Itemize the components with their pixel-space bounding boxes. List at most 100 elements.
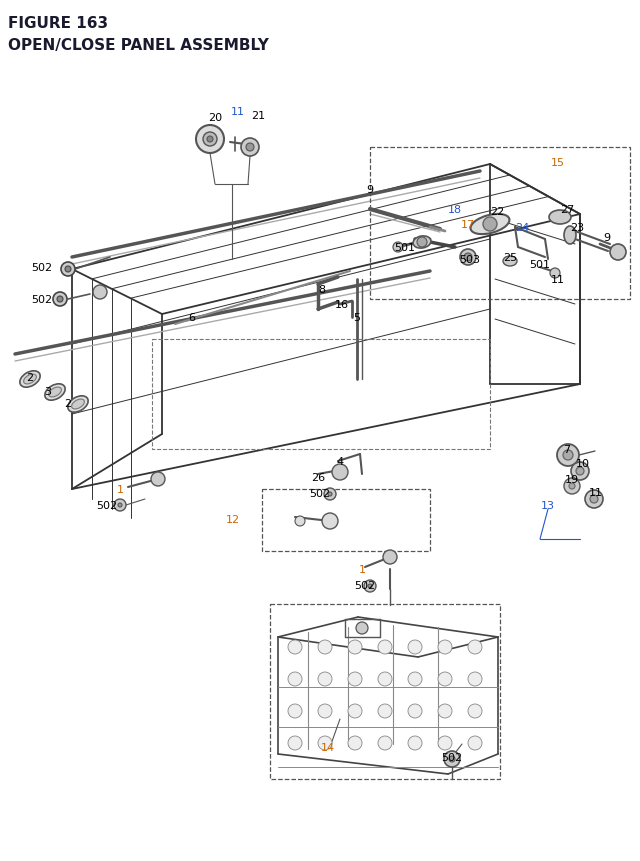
Circle shape — [61, 263, 75, 276]
Circle shape — [563, 450, 573, 461]
Text: 5: 5 — [353, 313, 360, 323]
Circle shape — [483, 218, 497, 232]
Circle shape — [460, 250, 476, 266]
Circle shape — [585, 491, 603, 508]
Text: 10: 10 — [576, 458, 590, 468]
Text: OPEN/CLOSE PANEL ASSEMBLY: OPEN/CLOSE PANEL ASSEMBLY — [8, 38, 269, 53]
Circle shape — [393, 243, 403, 253]
Circle shape — [378, 736, 392, 750]
Circle shape — [151, 473, 165, 486]
Circle shape — [203, 133, 217, 147]
Circle shape — [324, 488, 336, 500]
Text: 11: 11 — [231, 107, 245, 117]
Circle shape — [468, 672, 482, 686]
Circle shape — [246, 144, 254, 152]
Text: 8: 8 — [319, 285, 326, 294]
Circle shape — [53, 293, 67, 307]
Ellipse shape — [49, 387, 61, 398]
Circle shape — [295, 517, 305, 526]
Circle shape — [332, 464, 348, 480]
Circle shape — [348, 672, 362, 686]
Circle shape — [564, 479, 580, 494]
Circle shape — [241, 139, 259, 157]
Text: 17: 17 — [461, 220, 475, 230]
Text: 13: 13 — [541, 500, 555, 511]
Text: 502: 502 — [355, 580, 376, 591]
Circle shape — [464, 254, 472, 262]
Circle shape — [207, 137, 213, 143]
Circle shape — [57, 297, 63, 303]
Ellipse shape — [549, 211, 571, 225]
Text: 502: 502 — [31, 263, 52, 273]
Bar — [152, 339, 490, 449]
Circle shape — [571, 462, 589, 480]
Circle shape — [288, 736, 302, 750]
Circle shape — [468, 736, 482, 750]
Text: 14: 14 — [321, 742, 335, 753]
Text: 24: 24 — [515, 223, 529, 232]
Text: 4: 4 — [337, 456, 344, 467]
Circle shape — [408, 704, 422, 718]
Circle shape — [468, 704, 482, 718]
Circle shape — [348, 736, 362, 750]
Text: 1: 1 — [116, 485, 124, 494]
Circle shape — [378, 641, 392, 654]
Text: 502: 502 — [31, 294, 52, 305]
Text: 3: 3 — [45, 387, 51, 397]
Ellipse shape — [20, 371, 40, 387]
Circle shape — [383, 550, 397, 564]
Text: 501: 501 — [529, 260, 550, 269]
Ellipse shape — [564, 226, 576, 245]
Circle shape — [408, 736, 422, 750]
Circle shape — [610, 245, 626, 261]
Circle shape — [356, 623, 368, 635]
Circle shape — [368, 585, 372, 588]
Circle shape — [576, 468, 584, 475]
Text: 502: 502 — [442, 753, 463, 762]
Circle shape — [378, 672, 392, 686]
Text: FIGURE 163: FIGURE 163 — [8, 16, 108, 31]
Text: 16: 16 — [335, 300, 349, 310]
Circle shape — [408, 641, 422, 654]
Text: 9: 9 — [604, 232, 611, 243]
Text: 19: 19 — [565, 474, 579, 485]
Circle shape — [318, 736, 332, 750]
Circle shape — [196, 126, 224, 154]
Text: 25: 25 — [503, 253, 517, 263]
Text: 11: 11 — [551, 275, 565, 285]
Ellipse shape — [413, 237, 431, 249]
Ellipse shape — [24, 375, 36, 385]
Circle shape — [550, 269, 560, 279]
Circle shape — [288, 672, 302, 686]
Text: 502: 502 — [97, 500, 118, 511]
Circle shape — [348, 641, 362, 654]
Text: 501: 501 — [394, 243, 415, 253]
Ellipse shape — [503, 257, 517, 267]
Circle shape — [449, 756, 455, 762]
Text: 27: 27 — [560, 205, 574, 214]
Text: 7: 7 — [563, 444, 571, 455]
Circle shape — [378, 704, 392, 718]
Circle shape — [438, 641, 452, 654]
Circle shape — [328, 492, 332, 497]
Circle shape — [318, 704, 332, 718]
Circle shape — [288, 641, 302, 654]
Circle shape — [590, 495, 598, 504]
Circle shape — [322, 513, 338, 530]
Circle shape — [318, 672, 332, 686]
Circle shape — [114, 499, 126, 511]
Circle shape — [93, 286, 107, 300]
Circle shape — [118, 504, 122, 507]
Circle shape — [444, 751, 460, 767]
Text: 26: 26 — [311, 473, 325, 482]
Circle shape — [408, 672, 422, 686]
Circle shape — [438, 736, 452, 750]
Text: 9: 9 — [367, 185, 374, 195]
Bar — [270, 604, 500, 779]
Text: 503: 503 — [460, 255, 481, 264]
Text: 22: 22 — [490, 207, 504, 217]
Circle shape — [348, 704, 362, 718]
Text: 2: 2 — [65, 399, 72, 408]
Circle shape — [468, 641, 482, 654]
Text: 1: 1 — [358, 564, 365, 574]
